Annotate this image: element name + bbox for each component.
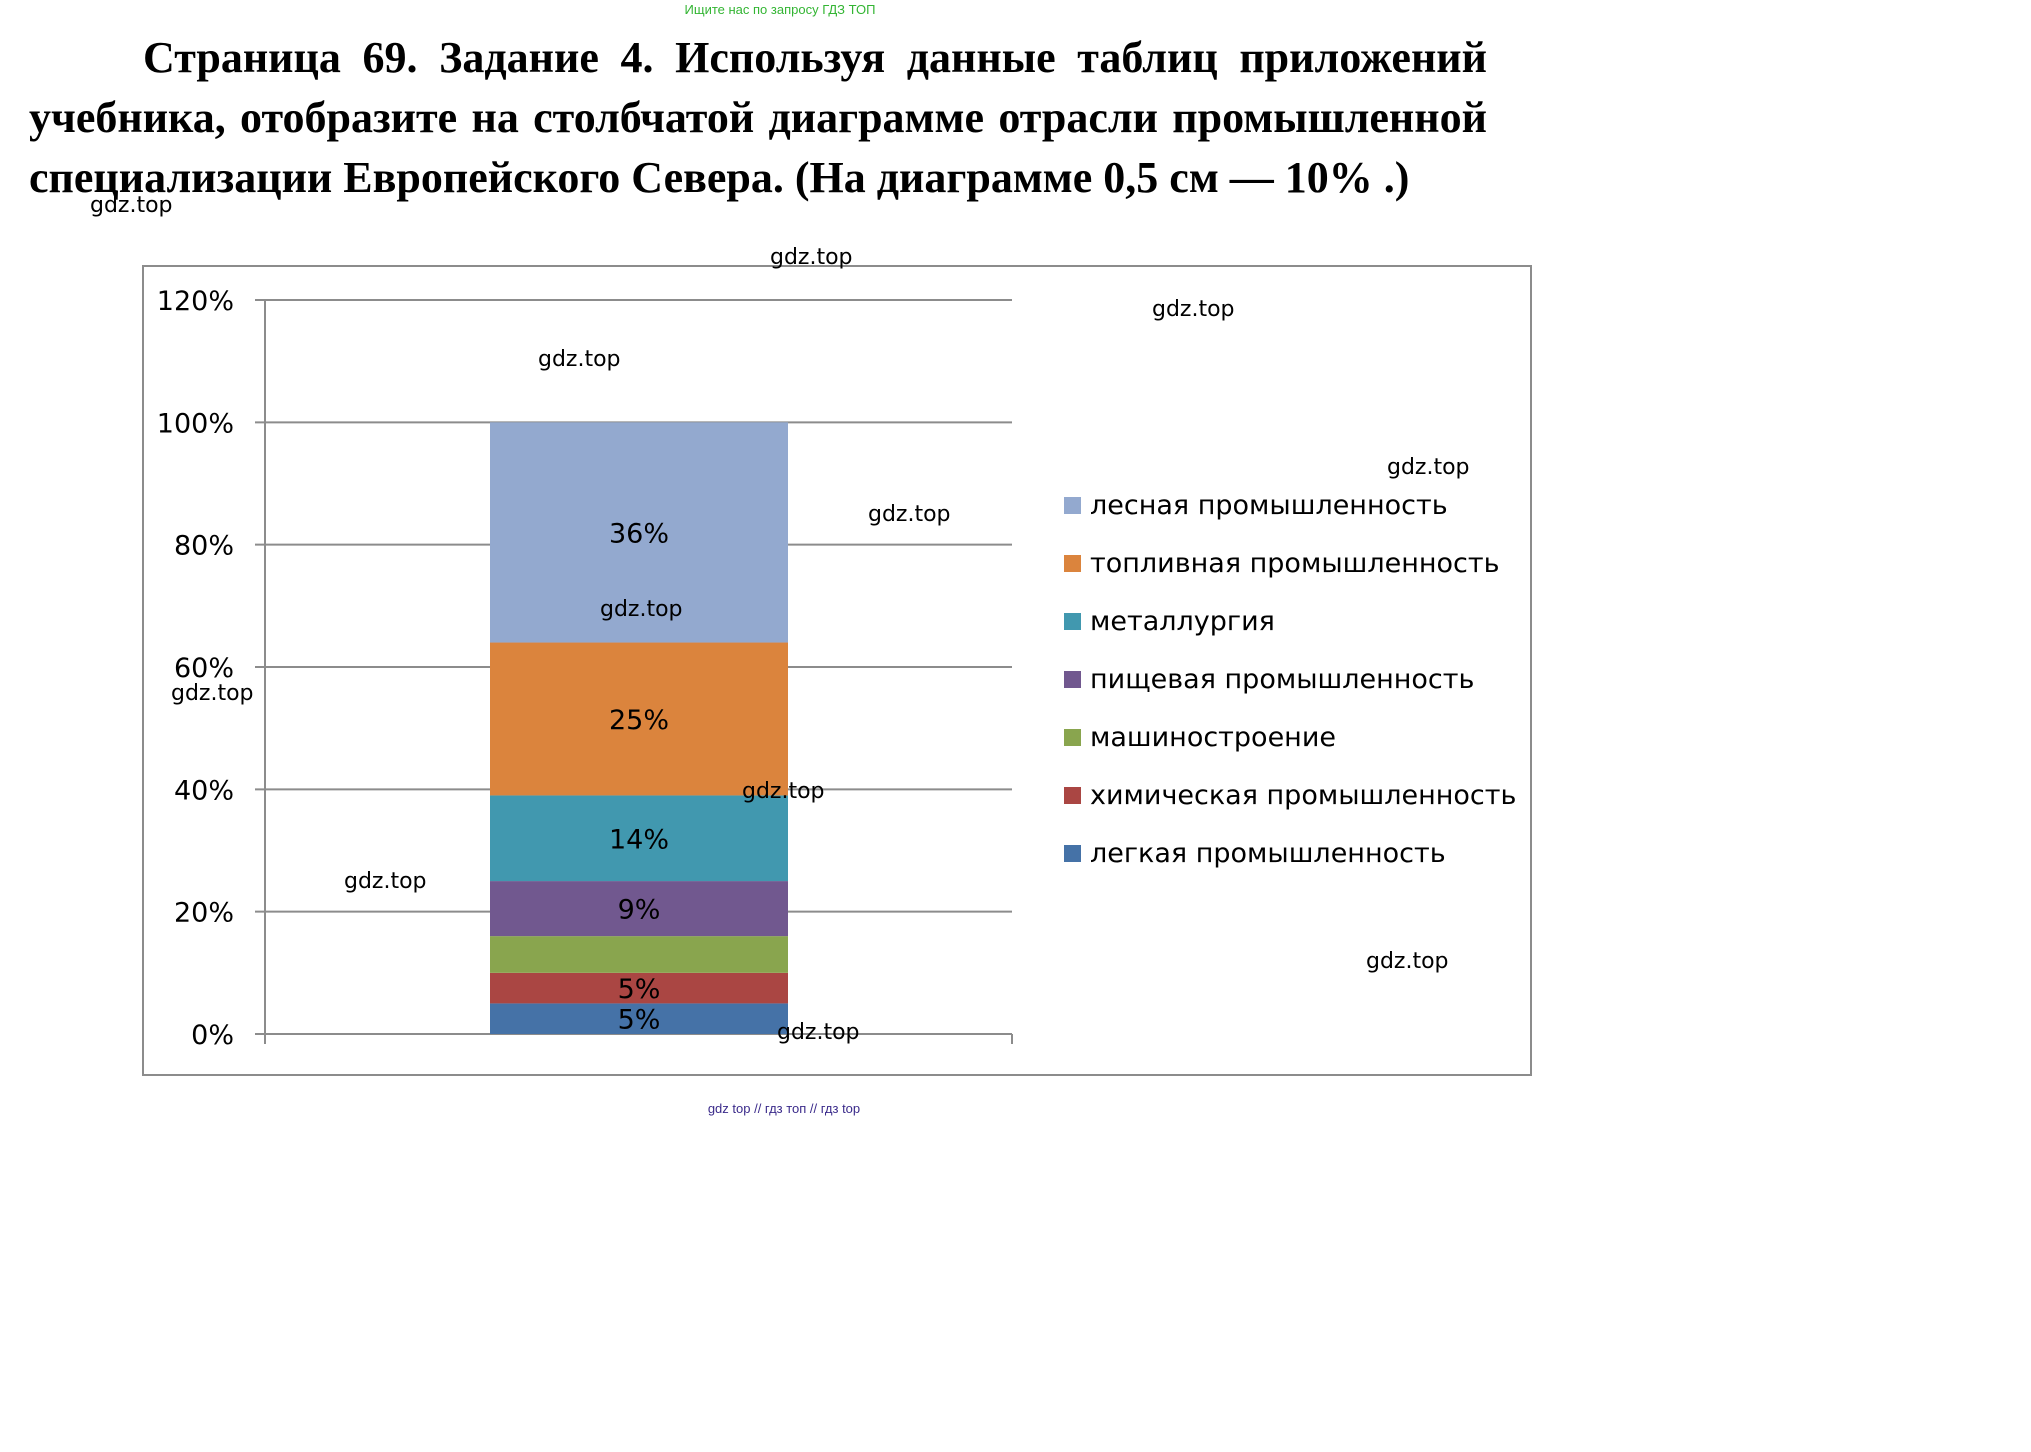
chart-frame	[142, 265, 1532, 1076]
legend-item: химическая промышленность	[1064, 766, 1516, 824]
watermark: gdz.top	[1366, 949, 1449, 974]
legend-label: легкая промышленность	[1090, 837, 1446, 869]
legend-item: легкая промышленность	[1064, 824, 1516, 882]
y-tick-label: 40%	[174, 775, 234, 806]
data-label: 14%	[609, 824, 669, 855]
legend-item: машиностроение	[1064, 708, 1516, 766]
watermark: gdz.top	[868, 502, 951, 527]
y-tick-label: 80%	[174, 531, 234, 562]
legend-swatch	[1064, 554, 1081, 572]
legend-label: металлургия	[1090, 605, 1275, 637]
watermark: gdz.top	[538, 347, 621, 372]
footer-note: gdz top // гдз топ // гдз top	[707, 1101, 861, 1116]
legend-label: пищевая промышленность	[1090, 663, 1475, 695]
legend-label: машиностроение	[1090, 721, 1336, 753]
legend-item: металлургия	[1064, 592, 1516, 650]
watermark: gdz.top	[1387, 455, 1470, 480]
bar-segment	[490, 1003, 788, 1034]
watermark: gdz.top	[600, 597, 683, 622]
legend-swatch	[1064, 670, 1081, 688]
bar-segment	[490, 881, 788, 937]
y-tick-label: 0%	[191, 1020, 234, 1051]
watermark: gdz.top	[777, 1020, 860, 1045]
legend-item: лесная промышленность	[1064, 476, 1516, 534]
legend-item: пищевая промышленность	[1064, 650, 1516, 708]
task-body: Используя данные таблиц приложений учебн…	[29, 33, 1488, 202]
legend-swatch	[1064, 612, 1081, 630]
bar-segment	[490, 972, 788, 1004]
legend-swatch	[1064, 786, 1081, 804]
watermark: gdz.top	[742, 779, 825, 804]
bar-segment	[490, 936, 788, 973]
watermark: gdz.top	[90, 193, 173, 218]
y-tick-label: 20%	[174, 898, 234, 929]
legend-swatch	[1064, 496, 1081, 514]
data-label: 25%	[609, 705, 669, 736]
watermark: gdz.top	[344, 869, 427, 894]
y-tick-label: 100%	[157, 408, 234, 439]
task-heading: Страница 69. Задание 4.	[143, 33, 654, 82]
legend-label: химическая промышленность	[1090, 779, 1517, 811]
data-label: 5%	[618, 1005, 661, 1036]
data-label: 5%	[618, 974, 661, 1005]
y-tick-label: 120%	[157, 286, 234, 317]
watermark: gdz.top	[770, 245, 853, 270]
y-tick-label: 60%	[174, 653, 234, 684]
watermark: gdz.top	[171, 681, 254, 706]
bar-segment	[490, 795, 788, 882]
task-text: Страница 69. Задание 4. Используя данные…	[29, 28, 1487, 208]
legend-label: лесная промышленность	[1090, 489, 1448, 521]
bar-segment	[490, 422, 788, 643]
chart-legend: лесная промышленность топливная промышлен…	[1064, 476, 1516, 882]
search-note: Ищите нас по запросу ГДЗ ТОП	[684, 2, 876, 17]
legend-item: топливная промышленность	[1064, 534, 1516, 592]
data-label: 9%	[618, 895, 661, 926]
watermark: gdz.top	[1152, 297, 1235, 322]
bar-segment	[490, 642, 788, 796]
legend-label: топливная промышленность	[1090, 547, 1500, 579]
legend-swatch	[1064, 844, 1081, 862]
data-label: 36%	[609, 518, 669, 549]
legend-swatch	[1064, 728, 1081, 746]
